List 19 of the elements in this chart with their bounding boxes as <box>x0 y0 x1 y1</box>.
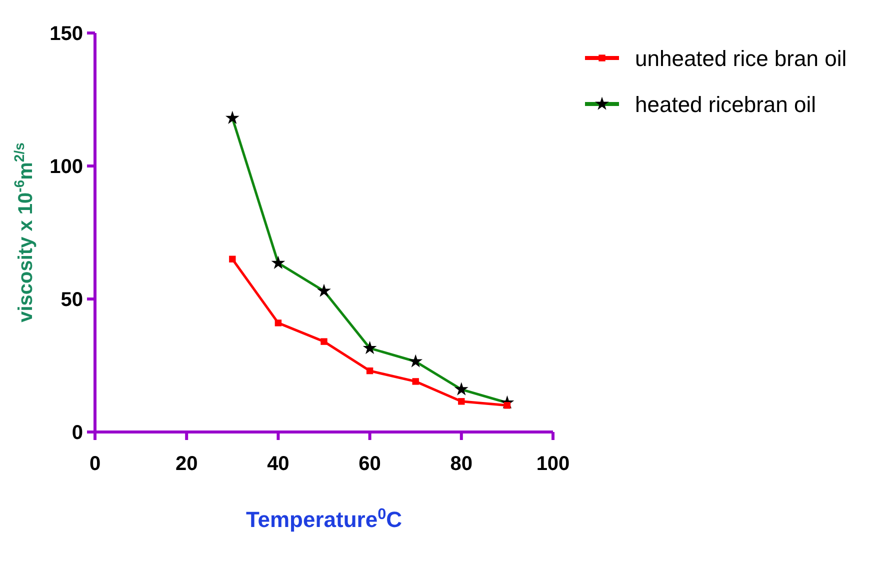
x-tick-label: 100 <box>536 453 570 475</box>
legend-label: unheated rice bran oil <box>635 46 847 71</box>
x-tick-label: 20 <box>175 453 198 475</box>
x-tick-label: 60 <box>358 453 381 475</box>
y-tick-label: 0 <box>72 422 83 444</box>
x-tick-label: 40 <box>267 453 290 475</box>
y-tick-label: 150 <box>50 23 83 45</box>
point <box>229 256 236 262</box>
point <box>366 367 374 374</box>
point <box>274 320 282 326</box>
x-tick-label: 80 <box>450 453 473 475</box>
y-tick-label: 100 <box>50 156 83 178</box>
legend-label: heated ricebran oil <box>635 92 816 117</box>
point <box>320 338 328 345</box>
point <box>458 398 465 405</box>
point <box>412 378 419 385</box>
x-tick-label: 0 <box>89 453 101 475</box>
y-tick-label: 50 <box>60 289 83 311</box>
x-axis-title: Temperature$^{0}$C <box>246 506 402 532</box>
